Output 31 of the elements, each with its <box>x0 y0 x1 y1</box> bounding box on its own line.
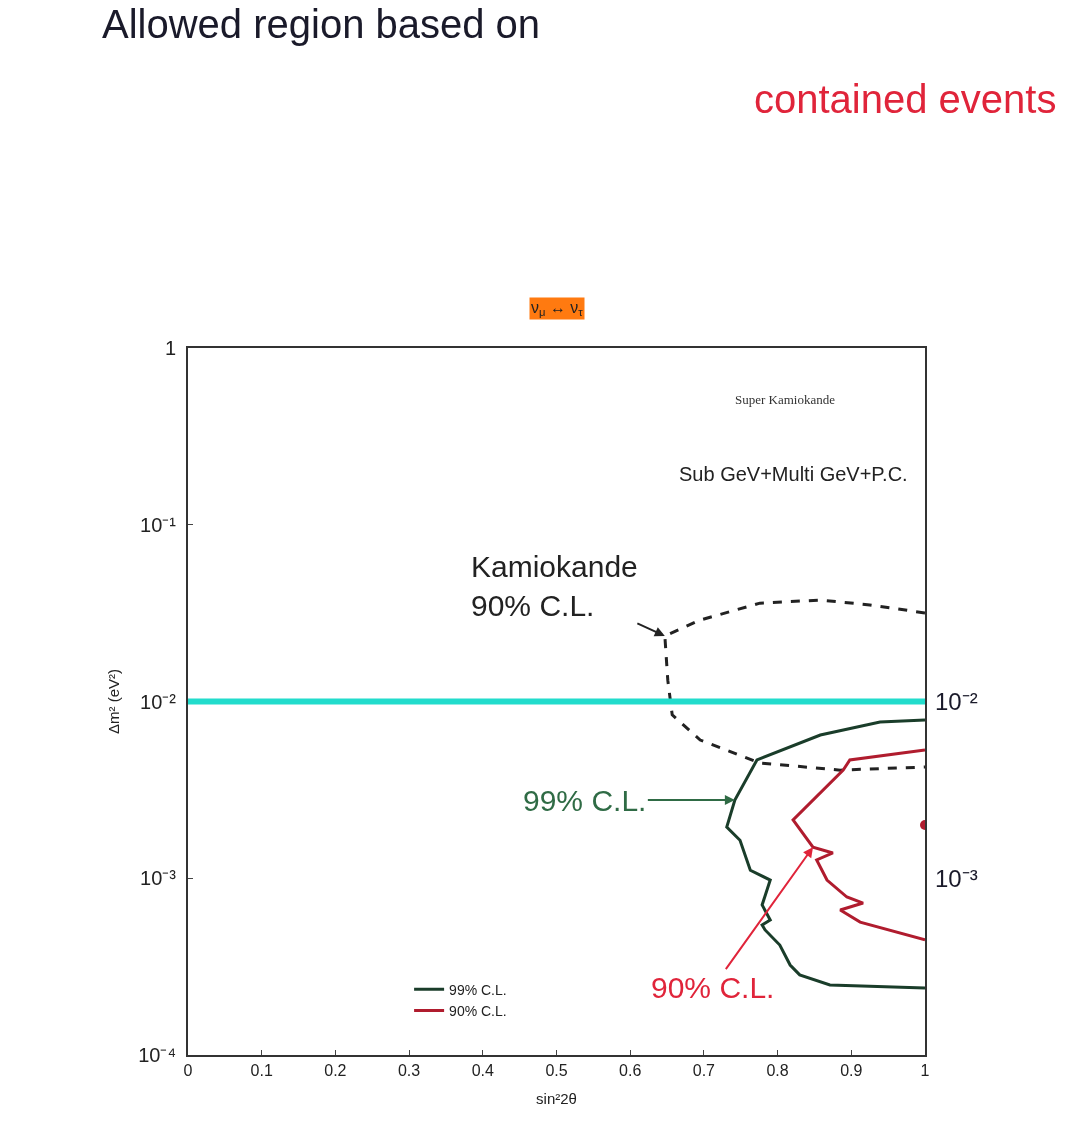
y-tick-label: 10⁻⁴ <box>138 1044 176 1066</box>
text: 10⁻² <box>935 688 978 715</box>
x-tick-label: 0.1 <box>250 1062 273 1080</box>
y-tick-label: 10⁻³ <box>140 867 177 890</box>
y-axis-title: Δm² (eV²) <box>104 668 122 735</box>
annotation: Super Kamiokande <box>735 392 836 407</box>
y-tick-label: 10⁻¹ <box>140 513 177 536</box>
legend-label: 99% C.L. <box>449 981 507 998</box>
x-tick-label: 0.4 <box>471 1062 495 1080</box>
annotation: Sub GeV+Multi GeV+P.C. <box>679 463 908 485</box>
y-tick-label: 1 <box>164 337 176 359</box>
chart-subtitle: contained events <box>754 77 1057 121</box>
x-tick-label: 0.3 <box>397 1062 421 1080</box>
x-tick-label: 0.8 <box>766 1062 789 1080</box>
annotation: 90% C.L. <box>651 971 775 1004</box>
x-tick-label: 0.5 <box>545 1062 568 1080</box>
x-tick-label: 0.6 <box>619 1062 642 1080</box>
x-axis-title: sin²2θ <box>536 1089 577 1107</box>
chart-title: Allowed region based on <box>102 2 541 46</box>
x-tick-label: 1 <box>920 1062 930 1080</box>
x-tick-label: 0.7 <box>692 1062 716 1080</box>
annotation: 99% C.L. <box>523 784 647 817</box>
annotation: Kamiokande 90% C.L. <box>471 550 638 622</box>
x-tick-label: 0.9 <box>840 1062 863 1080</box>
line-series <box>791 748 925 942</box>
text: 10⁻³ <box>935 865 978 892</box>
x-tick-label: 0.2 <box>324 1062 347 1080</box>
legend-label: 90% C.L. <box>449 1002 507 1019</box>
y-tick-label: 10⁻² <box>140 690 177 713</box>
x-tick-label: 0 <box>183 1062 193 1080</box>
text: ν$_{μ}$ ↔ ν$_{τ}$ <box>531 299 584 319</box>
